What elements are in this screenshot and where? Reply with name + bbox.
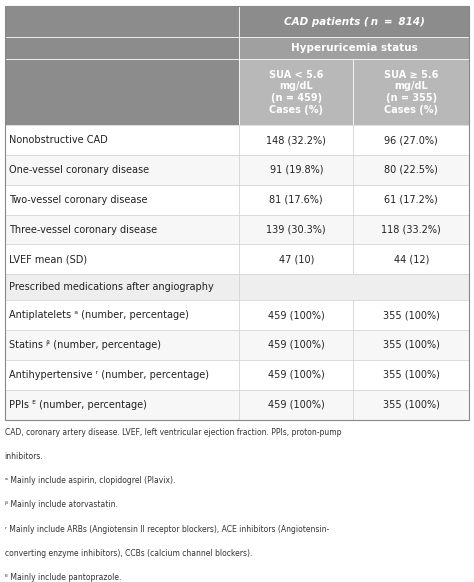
Text: One-vessel coronary disease: One-vessel coronary disease <box>9 165 150 175</box>
Bar <box>353 360 469 390</box>
Text: CAD patients ( n  =  814): CAD patients ( n = 814) <box>284 16 425 27</box>
Bar <box>5 125 239 155</box>
Text: 80 (22.5%): 80 (22.5%) <box>384 165 438 175</box>
Bar <box>353 390 469 420</box>
Text: Prescribed medications after angiography: Prescribed medications after angiography <box>9 282 214 292</box>
Text: PPIs ᴱ (number, percentage): PPIs ᴱ (number, percentage) <box>9 400 147 410</box>
Text: ᵝ Mainly include atorvastatin.: ᵝ Mainly include atorvastatin. <box>5 501 118 509</box>
Bar <box>5 300 239 330</box>
Text: 47 (10): 47 (10) <box>279 254 314 264</box>
Text: Hyperuricemia status: Hyperuricemia status <box>291 43 418 53</box>
Bar <box>239 6 469 37</box>
Text: 355 (100%): 355 (100%) <box>383 400 439 410</box>
Text: Statins ᵝ (number, percentage): Statins ᵝ (number, percentage) <box>9 340 162 350</box>
Bar <box>239 274 469 300</box>
Bar <box>239 244 353 274</box>
Bar <box>353 300 469 330</box>
Text: LVEF mean (SD): LVEF mean (SD) <box>9 254 88 264</box>
Bar <box>239 390 353 420</box>
Bar <box>5 390 239 420</box>
Bar <box>5 37 239 59</box>
Bar <box>5 155 239 185</box>
Text: inhibitors.: inhibitors. <box>5 452 44 461</box>
Bar <box>5 244 239 274</box>
Bar <box>239 155 353 185</box>
Text: 61 (17.2%): 61 (17.2%) <box>384 195 438 205</box>
Text: Three-vessel coronary disease: Three-vessel coronary disease <box>9 225 157 235</box>
Bar <box>239 37 469 59</box>
Bar <box>5 330 239 360</box>
Text: 139 (30.3%): 139 (30.3%) <box>266 225 326 235</box>
Text: ᵃ Mainly include aspirin, clopidogrel (Plavix).: ᵃ Mainly include aspirin, clopidogrel (P… <box>5 476 175 485</box>
Text: 459 (100%): 459 (100%) <box>268 340 325 350</box>
Bar <box>353 155 469 185</box>
Text: Two-vessel coronary disease: Two-vessel coronary disease <box>9 195 148 205</box>
Text: 91 (19.8%): 91 (19.8%) <box>270 165 323 175</box>
Text: 148 (32.2%): 148 (32.2%) <box>266 135 326 145</box>
Text: converting enzyme inhibitors), CCBs (calcium channel blockers).: converting enzyme inhibitors), CCBs (cal… <box>5 549 252 558</box>
Bar <box>353 215 469 244</box>
Text: Nonobstructive CAD: Nonobstructive CAD <box>9 135 108 145</box>
Bar <box>239 360 353 390</box>
Text: Antihypertensive ʳ (number, percentage): Antihypertensive ʳ (number, percentage) <box>9 370 210 379</box>
Text: 355 (100%): 355 (100%) <box>383 370 439 379</box>
Bar <box>239 185 353 215</box>
Text: 459 (100%): 459 (100%) <box>268 400 325 410</box>
Text: 118 (33.2%): 118 (33.2%) <box>381 225 441 235</box>
Bar <box>239 59 353 125</box>
Bar <box>353 244 469 274</box>
Bar <box>239 300 353 330</box>
Text: 355 (100%): 355 (100%) <box>383 310 439 320</box>
Bar <box>5 185 239 215</box>
Bar <box>353 125 469 155</box>
Bar <box>5 59 239 125</box>
Bar <box>353 59 469 125</box>
Text: CAD, coronary artery disease. LVEF, left ventricular ejection fraction. PPIs, pr: CAD, coronary artery disease. LVEF, left… <box>5 428 341 437</box>
Bar <box>5 274 239 300</box>
Bar <box>239 330 353 360</box>
Bar <box>239 215 353 244</box>
Bar <box>5 6 469 420</box>
Text: 459 (100%): 459 (100%) <box>268 370 325 379</box>
Text: SUA < 5.6
mg/dL
(n = 459)
Cases (%): SUA < 5.6 mg/dL (n = 459) Cases (%) <box>269 70 323 115</box>
Text: ʳ Mainly include ARBs (Angiotensin II receptor blockers), ACE inhibitors (Angiot: ʳ Mainly include ARBs (Angiotensin II re… <box>5 524 329 534</box>
Bar <box>353 185 469 215</box>
Bar <box>5 215 239 244</box>
Text: 44 (12): 44 (12) <box>393 254 429 264</box>
Text: Antiplatelets ᵃ (number, percentage): Antiplatelets ᵃ (number, percentage) <box>9 310 189 320</box>
Text: 81 (17.6%): 81 (17.6%) <box>269 195 323 205</box>
Text: 355 (100%): 355 (100%) <box>383 340 439 350</box>
Bar <box>239 125 353 155</box>
Bar <box>353 330 469 360</box>
Bar <box>5 6 239 37</box>
Text: SUA ≥ 5.6
mg/dL
(n = 355)
Cases (%): SUA ≥ 5.6 mg/dL (n = 355) Cases (%) <box>384 70 438 115</box>
Text: 459 (100%): 459 (100%) <box>268 310 325 320</box>
Text: 96 (27.0%): 96 (27.0%) <box>384 135 438 145</box>
Bar <box>5 360 239 390</box>
Text: ᴱ Mainly include pantoprazole.: ᴱ Mainly include pantoprazole. <box>5 573 121 582</box>
